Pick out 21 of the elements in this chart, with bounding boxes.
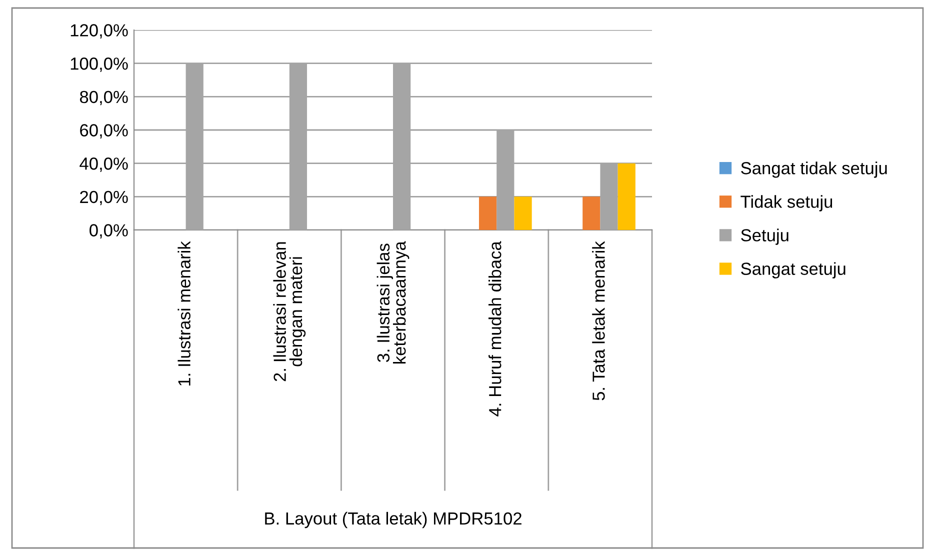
y-tick-label: 60,0% (80, 124, 128, 139)
y-tick-label: 80,0% (80, 90, 128, 106)
y-tick-label: 100,0% (70, 58, 128, 72)
legend-label: Tidak setuju (740, 195, 832, 212)
bar (514, 196, 532, 230)
bar (478, 196, 497, 230)
legend-label: Sangat setuju (741, 262, 846, 278)
x-tick-label: 4. Huruf mudah dibaca (488, 241, 502, 416)
x-tick-label: 5. Tata letak menarik (592, 241, 605, 400)
bar (618, 163, 636, 230)
bar (582, 196, 600, 230)
x-tick-label: 1. Ilustrasi menarik (178, 241, 190, 386)
legend-label: Sangat tidak setuju (741, 162, 887, 178)
x-tick-label: 2. Ilustrasi relevan dengan materi (273, 242, 306, 382)
y-tick-label: 120,0% (70, 24, 128, 39)
y-tick-label: 20,0% (80, 190, 128, 206)
text: B. Layout (Tata letak) MPDR5102 (265, 512, 522, 528)
y-tick-label: 0,0% (90, 224, 128, 239)
y-tick-label: 40,0% (80, 158, 128, 172)
x-tick-label: 3. Ilustrasi jelas keterbacaannya (376, 241, 410, 364)
legend-label: Setuju (741, 228, 788, 245)
